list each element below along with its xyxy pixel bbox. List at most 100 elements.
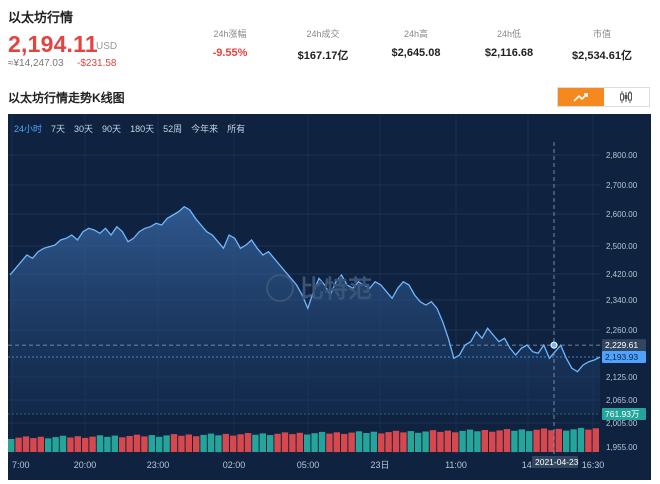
volume-bar <box>577 427 585 452</box>
volume-bar <box>104 436 111 452</box>
volume-bar <box>518 429 525 452</box>
volume-bar <box>59 435 67 452</box>
volume-bar <box>333 432 340 453</box>
volume-bar <box>370 431 377 452</box>
volume-bar <box>444 430 451 452</box>
stat-value: -9.55% <box>212 47 248 59</box>
y-tick-label: 2,700.00 <box>606 181 638 190</box>
x-tick-label: 05:00 <box>297 460 320 470</box>
volume-bar <box>392 430 400 453</box>
volume-bar <box>496 430 503 452</box>
tab-90d[interactable]: 90天 <box>102 124 122 134</box>
volume-bar <box>489 431 496 452</box>
x-tick-label: 02:00 <box>223 460 246 470</box>
price-cny: ≈¥14,247.03 <box>8 58 64 69</box>
line-chart-icon <box>573 93 588 102</box>
tab-all[interactable]: 所有 <box>227 124 246 134</box>
volume-bar <box>163 435 170 452</box>
volume-bar <box>82 437 89 452</box>
tab-30d[interactable]: 30天 <box>74 124 94 134</box>
volume-bar <box>185 434 192 452</box>
tab-ytd[interactable]: 今年来 <box>191 124 219 134</box>
page-title: 以太坊行情 <box>8 10 74 25</box>
volume-bar <box>133 434 141 452</box>
y-tick-label: 1,955.00 <box>606 443 638 452</box>
candlestick-icon <box>620 91 633 103</box>
chart-section-title: 以太坊行情走势K线图 <box>8 91 125 105</box>
stat-label: 市值 <box>592 29 611 39</box>
x-tick-label: 11:00 <box>445 460 467 470</box>
currency-label: USD <box>96 41 118 52</box>
volume-bar <box>563 430 570 452</box>
volume-bar <box>533 429 540 452</box>
price-line <box>9 205 601 373</box>
volume-bar <box>52 437 59 452</box>
volume-bar <box>304 434 311 452</box>
tab-7d[interactable]: 7天 <box>51 124 66 134</box>
stat-value: $2,116.68 <box>484 47 534 59</box>
volume-bar <box>215 435 222 453</box>
stat-value: $2,534.61亿 <box>572 50 632 62</box>
crosshair-price-label: 2,229.61 <box>605 340 638 350</box>
price-chart[interactable]: 2,800.00 2,700.00 2,600.00 2,500.00 2,420.00… <box>8 114 651 480</box>
x-tick-label: 23日 <box>370 460 389 470</box>
volume-bar <box>45 438 52 452</box>
volume-bar <box>452 432 459 453</box>
volume-bar <box>585 429 592 452</box>
volume-bar <box>466 429 474 452</box>
line-mode-button[interactable] <box>558 88 604 106</box>
volume-bar <box>193 436 200 452</box>
volume-bar <box>274 433 281 453</box>
x-tick-label: 23:00 <box>147 460 170 470</box>
x-tick-label: 7:00 <box>12 460 30 470</box>
volume-bar <box>67 437 74 452</box>
volume-bar <box>526 431 533 452</box>
volume-bar <box>422 431 429 452</box>
y-tick-label: 2,125.00 <box>606 373 638 382</box>
tab-24h[interactable]: 24小时 <box>14 124 43 134</box>
y-tick-label: 2,500.00 <box>606 242 638 251</box>
volume-bar <box>348 432 355 452</box>
volume-label-bg <box>602 408 646 420</box>
volume-bar <box>341 433 348 452</box>
x-tick-label: 14: <box>522 460 535 470</box>
price-area <box>10 206 600 414</box>
chart-mode-toggle <box>557 87 650 107</box>
volume-bar <box>363 433 370 452</box>
volume-bar <box>400 432 407 452</box>
change-amount: -$231.58 <box>77 58 117 69</box>
volume-bar <box>22 436 30 452</box>
volume-bar <box>318 431 326 452</box>
volume-bar <box>74 436 81 452</box>
volume-bar <box>230 435 237 452</box>
stat-label: 24h低 <box>496 29 522 39</box>
volume-bar <box>474 431 481 452</box>
volume-bar <box>481 430 488 452</box>
volume-bar <box>415 432 422 452</box>
watermark-text: 比特范 <box>300 275 372 303</box>
candlestick-mode-button[interactable] <box>603 88 649 106</box>
volume-bar <box>289 434 296 452</box>
stat-24h-volume: 24h成交 $167.17亿 <box>283 27 363 63</box>
stat-24h-high: 24h高 $2,645.08 <box>376 27 456 59</box>
watermark-logo-icon <box>266 274 294 302</box>
volume-bar <box>385 432 392 452</box>
volume-bar <box>30 438 37 452</box>
volume-bar <box>429 430 437 452</box>
range-tabs: 24小时 7天 30天 90天 180天 52周 今年来 所有 <box>14 122 245 135</box>
volume-bar <box>141 436 148 452</box>
volume-bar <box>378 433 385 452</box>
stat-24h-change: 24h涨幅 -9.55% <box>190 27 270 59</box>
tab-180d[interactable]: 180天 <box>130 124 155 134</box>
volume-bar <box>96 435 104 453</box>
last-price-label: 2,193.93 <box>605 352 638 362</box>
tab-52w[interactable]: 52周 <box>163 124 183 134</box>
volume-bar <box>207 433 215 452</box>
volume-bar <box>511 430 518 453</box>
crosshair-point <box>550 341 558 349</box>
y-tick-label: 2,600.00 <box>606 210 638 219</box>
volume-bar <box>548 430 555 452</box>
volume-bar <box>459 430 466 452</box>
volume-bar <box>355 431 363 452</box>
crosshair-price-label-bg <box>602 339 646 352</box>
